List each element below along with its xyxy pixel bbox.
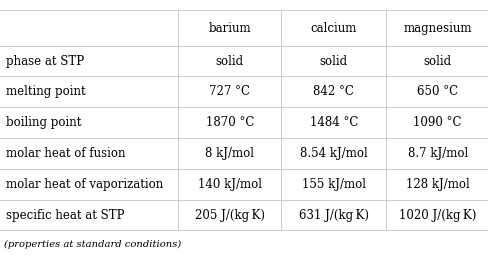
Text: 842 °C: 842 °C [313,85,353,98]
Text: 1870 °C: 1870 °C [205,116,253,129]
Text: (properties at standard conditions): (properties at standard conditions) [4,240,181,249]
Text: barium: barium [208,22,251,34]
Text: 205 J/(kg K): 205 J/(kg K) [194,209,264,222]
Text: 631 J/(kg K): 631 J/(kg K) [298,209,368,222]
Text: solid: solid [215,55,244,68]
Text: phase at STP: phase at STP [6,55,84,68]
Text: 727 °C: 727 °C [209,85,250,98]
Text: 140 kJ/mol: 140 kJ/mol [198,178,261,191]
Text: specific heat at STP: specific heat at STP [6,209,124,222]
Text: calcium: calcium [310,22,356,34]
Text: 155 kJ/mol: 155 kJ/mol [301,178,365,191]
Text: boiling point: boiling point [6,116,81,129]
Text: molar heat of vaporization: molar heat of vaporization [6,178,163,191]
Text: 8 kJ/mol: 8 kJ/mol [205,147,254,160]
Text: solid: solid [423,55,451,68]
Text: 8.7 kJ/mol: 8.7 kJ/mol [407,147,467,160]
Text: 1020 J/(kg K): 1020 J/(kg K) [398,209,475,222]
Text: 650 °C: 650 °C [416,85,457,98]
Text: 1090 °C: 1090 °C [412,116,461,129]
Text: molar heat of fusion: molar heat of fusion [6,147,125,160]
Text: 128 kJ/mol: 128 kJ/mol [405,178,468,191]
Text: melting point: melting point [6,85,85,98]
Text: solid: solid [319,55,347,68]
Text: 1484 °C: 1484 °C [309,116,357,129]
Text: magnesium: magnesium [403,22,471,34]
Text: 8.54 kJ/mol: 8.54 kJ/mol [299,147,367,160]
